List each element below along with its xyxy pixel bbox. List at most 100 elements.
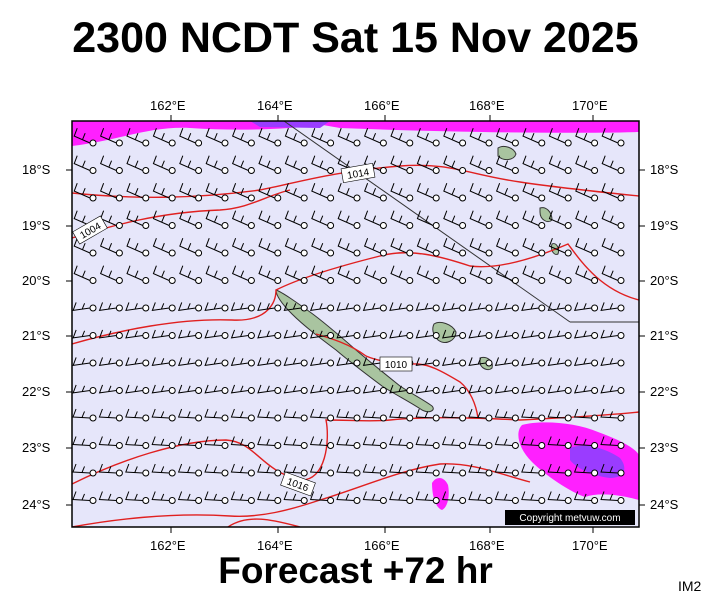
wind-barb-icon [336, 491, 361, 504]
wind-barb-icon [284, 182, 308, 202]
wind-barb-icon [257, 491, 282, 504]
wind-barb-icon [231, 182, 255, 202]
wind-barb-icon [179, 210, 203, 229]
lat-label-24-right: 24°S [650, 497, 679, 512]
wind-barb-icon [126, 237, 150, 257]
wind-barb-icon [98, 302, 123, 312]
wind-barb-icon [390, 237, 414, 257]
wind-barb-icon [416, 155, 440, 174]
wind-barb-icon [469, 182, 493, 202]
wind-barb-icon [495, 155, 519, 174]
wind-barb-icon [547, 408, 572, 422]
wind-barb-icon [72, 491, 97, 504]
wind-barb-icon [205, 237, 229, 257]
wind-barb-icon [126, 182, 150, 202]
wind-barb-icon [495, 127, 519, 147]
wind-barb-icon [362, 408, 387, 422]
wind-barb-icon [205, 210, 229, 229]
wind-barb-icon [389, 384, 414, 394]
wind-barb-icon [336, 329, 361, 339]
wind-barb-icon [416, 182, 440, 202]
wind-barb-icon [389, 491, 414, 504]
wind-barb-icon [415, 463, 440, 477]
wind-barb-icon [230, 384, 255, 394]
wind-barb-icon [494, 491, 519, 504]
wind-barb-icon [389, 436, 414, 449]
wind-barb-icon [204, 491, 229, 504]
isobar-label-1014: 1014 [346, 167, 370, 182]
copyright-text: Copyright metvuw.com [519, 513, 620, 524]
lon-label-166-bottom: 166°E [364, 538, 400, 553]
wind-barb-icon [443, 265, 467, 284]
wind-barb-icon [151, 302, 176, 312]
map-title: 2300 NCDT Sat 15 Nov 2025 [72, 14, 639, 62]
wind-barb-icon [522, 127, 546, 147]
rain-heavy-north [250, 121, 330, 128]
wind-barb-icon [522, 182, 546, 202]
wind-barb-icon [441, 329, 467, 339]
wind-barb-icon [547, 357, 572, 367]
wind-barb-icon [547, 436, 572, 449]
wind-barb-icon [363, 155, 387, 174]
wind-barb-icon [284, 127, 308, 147]
wind-barb-icon [362, 491, 387, 504]
wind-barb-icon [99, 155, 123, 174]
wind-barb-icon [390, 127, 414, 147]
wind-barb-icon [495, 237, 519, 257]
wind-barb-icon [151, 384, 176, 394]
wind-barb-icon [601, 210, 625, 229]
isobar-1014 [72, 164, 639, 198]
boundary-line [283, 121, 571, 323]
wind-barb-icon [494, 463, 519, 477]
wind-barb-icon [362, 463, 387, 477]
wind-barb-icon [494, 302, 519, 312]
lon-label-164-bottom: 164°E [257, 538, 293, 553]
wind-barb-icon [258, 237, 282, 257]
wind-barb-icon [522, 155, 546, 174]
wind-barb-icon [441, 408, 467, 422]
wind-barb-icon [125, 408, 150, 422]
wind-barb-icon [72, 463, 97, 477]
wind-barb-icon [230, 463, 255, 477]
wind-barb-icon [441, 491, 467, 504]
wind-barb-icon [468, 491, 493, 504]
wind-barb-icon [469, 155, 493, 174]
wind-barb-icon [98, 357, 123, 367]
wind-barb-icon [179, 237, 203, 257]
wind-barb-icon [99, 127, 123, 147]
wind-barb-icon [521, 329, 546, 339]
wind-barb-icon [230, 357, 255, 367]
wind-barb-icon [416, 237, 440, 257]
wind-barb-icon [151, 436, 176, 449]
wind-barb-icon [177, 491, 203, 504]
wind-barb-icon [443, 155, 467, 174]
wind-barb-icon [258, 210, 282, 229]
island-loyalty-north [497, 145, 517, 161]
wind-barb-icon [362, 384, 387, 394]
wind-barb-icon [548, 210, 572, 229]
wind-barb-icon [469, 127, 493, 147]
lon-label-162: 162°E [150, 98, 186, 113]
wind-barb-icon [547, 463, 572, 477]
wind-barb-icon [415, 384, 440, 394]
wind-barb-icon [98, 436, 123, 449]
wind-barb-icon [416, 265, 440, 284]
wind-barb-icon [390, 265, 414, 284]
wind-barb-icon [468, 436, 493, 449]
wind-barb-icon [601, 127, 625, 147]
wind-barb-icon [601, 155, 625, 174]
wind-barb-icon [548, 265, 572, 284]
wind-barb-icon [204, 357, 229, 367]
wind-barb-icon [179, 265, 203, 284]
wind-barb-icon [151, 491, 176, 504]
wind-barb-icon [495, 265, 519, 284]
wind-barb-icon [257, 384, 282, 394]
wind-barb-icon [230, 436, 255, 449]
wind-barb-icon [573, 463, 599, 477]
wind-barb-icon [336, 384, 361, 394]
wind-barb-icon [311, 182, 335, 202]
wind-barb-icon [231, 155, 255, 174]
wind-barb-icon [125, 329, 150, 339]
wind-barb-icon [337, 265, 361, 284]
lon-label-168: 168°E [469, 98, 505, 113]
